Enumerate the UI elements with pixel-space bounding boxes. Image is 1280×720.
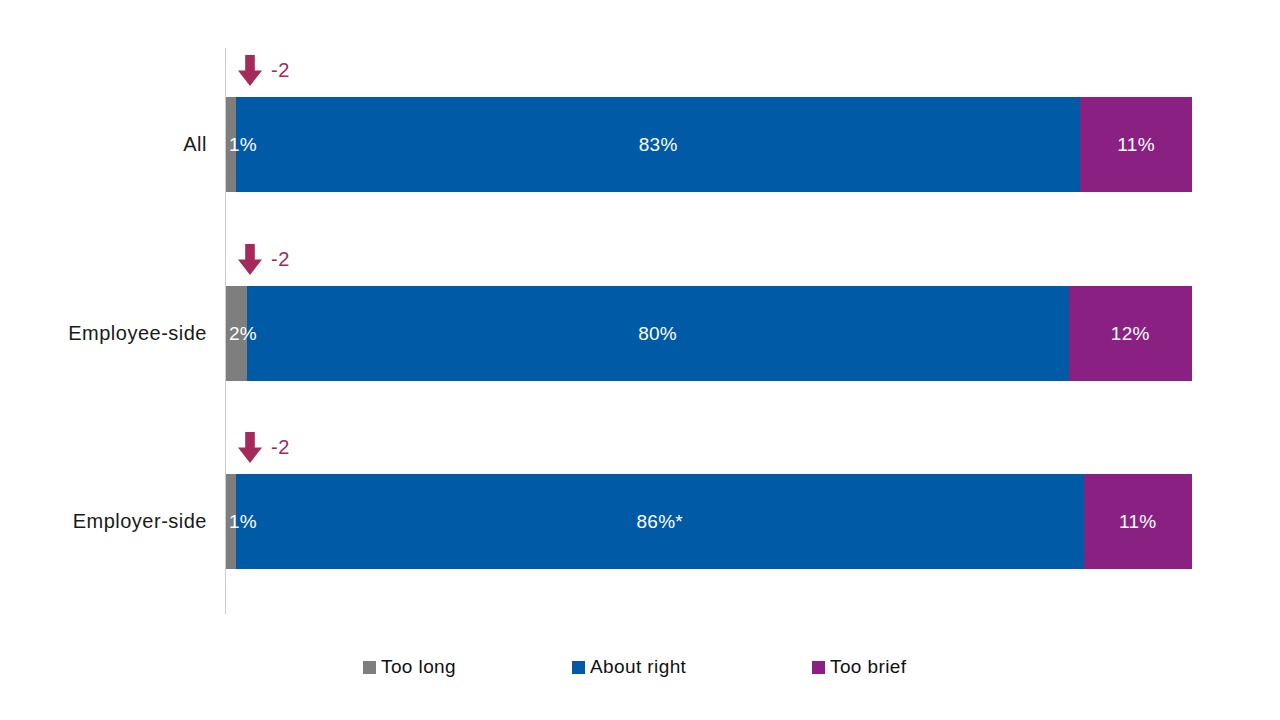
bar-segment-about-right: 86%* — [236, 474, 1084, 569]
down-arrow-icon — [238, 432, 262, 463]
legend-label: About right — [590, 656, 686, 678]
value-label: 2% — [229, 323, 257, 345]
change-value: -2 — [271, 248, 290, 271]
bar-segment-too-brief: 11% — [1084, 474, 1192, 569]
bar-segment-too-long: 1% — [226, 97, 236, 192]
legend-label: Too long — [381, 656, 456, 678]
change-annotation: -2 — [238, 55, 290, 86]
bar-segment-too-brief: 11% — [1080, 97, 1192, 192]
down-arrow-icon — [238, 244, 262, 275]
legend-swatch — [572, 661, 585, 674]
bar-segment-about-right: 83% — [236, 97, 1080, 192]
bar-row: 1% 83% 11% — [226, 97, 1192, 192]
legend-item-too-long: Too long — [363, 656, 456, 678]
category-label-all: All — [0, 97, 207, 192]
legend-item-too-brief: Too brief — [812, 656, 906, 678]
change-value: -2 — [271, 59, 290, 82]
legend-label: Too brief — [830, 656, 906, 678]
change-annotation: -2 — [238, 244, 290, 275]
bar-segment-too-long: 2% — [226, 286, 247, 381]
value-label: 83% — [639, 134, 678, 156]
category-label-employer-side: Employer-side — [0, 474, 207, 569]
legend-swatch — [363, 661, 376, 674]
change-annotation: -2 — [238, 432, 290, 463]
bar-segment-about-right: 80% — [247, 286, 1069, 381]
legend-swatch — [812, 661, 825, 674]
category-label-employee-side: Employee-side — [0, 286, 207, 381]
value-label: 86%* — [636, 511, 683, 533]
value-label: 80% — [638, 323, 677, 345]
bar-segment-too-brief: 12% — [1069, 286, 1192, 381]
change-value: -2 — [271, 436, 290, 459]
stacked-bar-chart: All1%83%11%-2Employee-side2%80%12%-2Empl… — [0, 0, 1280, 720]
bar-row: 1% 86%* 11% — [226, 474, 1192, 569]
value-label: 1% — [229, 511, 257, 533]
legend-item-about-right: About right — [572, 656, 686, 678]
value-label: 1% — [229, 134, 257, 156]
bar-row: 2% 80% 12% — [226, 286, 1192, 381]
value-label: 11% — [1117, 134, 1155, 156]
value-label: 11% — [1119, 511, 1157, 533]
value-label: 12% — [1111, 323, 1150, 345]
down-arrow-icon — [238, 55, 262, 86]
bar-segment-too-long: 1% — [226, 474, 236, 569]
